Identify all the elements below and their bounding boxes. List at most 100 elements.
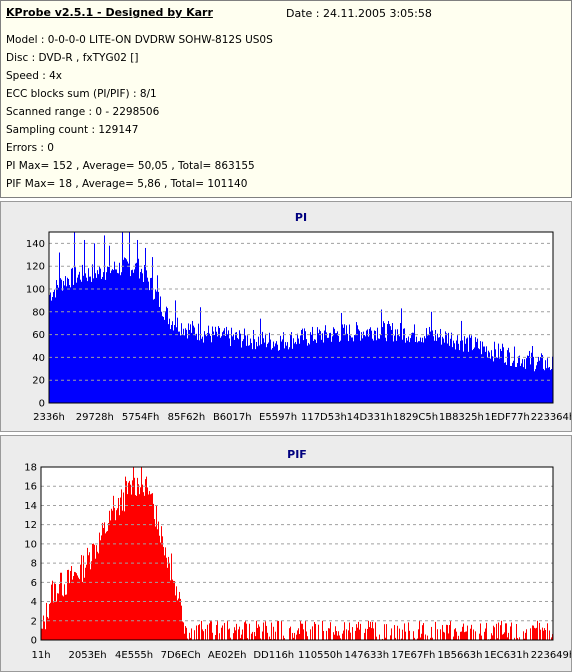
pi-bar — [117, 272, 118, 403]
pif-bar — [112, 510, 113, 640]
pif-bar — [384, 624, 385, 640]
pi-bar — [348, 341, 349, 403]
pi-plot-border — [48, 231, 554, 404]
pi-bar — [71, 268, 72, 403]
pi-bar — [347, 333, 348, 403]
pi-bar — [530, 364, 531, 403]
pif-bar — [130, 484, 131, 640]
pif-summary-line: PIF Max= 18 , Average= 5,86 , Total= 101… — [6, 178, 248, 190]
pif-bar — [275, 631, 276, 640]
pif-bar — [216, 624, 217, 640]
pif-x-tick-label: 110550h — [298, 650, 343, 661]
pif-bar — [68, 569, 69, 640]
pif-bar — [129, 480, 130, 640]
pif-bar — [467, 625, 468, 640]
pif-bar — [211, 621, 212, 640]
pi-bar — [150, 278, 151, 403]
pif-bar — [221, 627, 222, 640]
pi-bar — [110, 273, 111, 403]
pi-bar — [270, 339, 271, 403]
pi-bar — [259, 345, 260, 403]
pif-bar — [437, 629, 438, 640]
pi-bar — [263, 338, 264, 403]
pi-bar — [246, 345, 247, 403]
pi-bar — [339, 341, 340, 403]
pif-bar — [155, 526, 156, 640]
pif-bar — [404, 623, 405, 640]
pif-bar — [382, 638, 383, 640]
pi-bar — [349, 324, 350, 403]
pif-bar — [207, 624, 208, 640]
pi-bar — [128, 263, 129, 403]
pi-bar — [542, 355, 543, 403]
pif-bar — [104, 522, 105, 640]
pi-bar — [502, 343, 503, 403]
pi-bar — [452, 347, 453, 403]
pi-bar — [357, 325, 358, 403]
pi-bar — [238, 339, 239, 403]
pi-bar — [480, 341, 481, 403]
pi-bar — [365, 336, 366, 403]
pi-bar — [355, 335, 356, 403]
pif-bar — [532, 625, 533, 640]
pif-bar — [194, 630, 195, 640]
pif-bars — [41, 467, 553, 640]
pi-bar — [441, 344, 442, 403]
pif-bar — [267, 632, 268, 640]
pi-bar — [485, 351, 486, 403]
pi-bar — [84, 239, 85, 403]
pi-bar — [187, 338, 188, 403]
pi-bar — [102, 276, 103, 403]
pif-bar — [88, 555, 89, 640]
pif-bar — [242, 629, 243, 640]
pi-bar — [181, 323, 182, 403]
pi-bar — [252, 349, 253, 403]
pif-bar — [47, 616, 48, 640]
pi-bar — [361, 332, 362, 403]
pi-bar — [448, 332, 449, 403]
pif-bar — [401, 638, 402, 640]
pi-bar — [543, 368, 544, 403]
pif-bar — [151, 493, 152, 640]
pi-bar — [494, 341, 495, 403]
pi-bar — [521, 363, 522, 403]
pif-bar — [260, 638, 261, 640]
pi-bars — [49, 232, 553, 403]
pi-bar — [288, 349, 289, 403]
pi-bar — [550, 370, 551, 403]
pi-bar — [438, 337, 439, 403]
pif-bar — [461, 631, 462, 640]
pi-bar — [527, 355, 528, 403]
pif-bar — [176, 586, 177, 640]
pi-bar — [304, 328, 305, 403]
pi-bar — [190, 324, 191, 403]
pi-x-tick-label: 14D331h — [347, 412, 393, 423]
pi-bar — [121, 272, 122, 403]
pi-bar — [240, 333, 241, 403]
pi-bar — [156, 291, 157, 403]
pif-bar — [72, 579, 73, 640]
pi-bar — [189, 329, 190, 403]
pi-bar — [381, 309, 382, 403]
pif-bar — [530, 628, 531, 640]
pif-bar — [405, 631, 406, 640]
pi-bar — [433, 336, 434, 403]
pi-bar — [430, 331, 431, 403]
pi-bar — [302, 328, 303, 403]
pi-bar — [518, 356, 519, 403]
pif-bar — [333, 632, 334, 640]
pif-bar — [114, 507, 115, 640]
pif-bar — [59, 584, 60, 640]
pi-bar — [185, 328, 186, 403]
pi-bar — [445, 331, 446, 403]
pi-bar — [537, 361, 538, 403]
pi-bar — [286, 345, 287, 403]
pif-bar — [99, 532, 100, 640]
pif-bar — [80, 564, 81, 640]
pi-y-tick-label: 20 — [32, 376, 45, 387]
pif-bar — [174, 580, 175, 640]
pi-bar — [207, 332, 208, 403]
pi-bar — [509, 352, 510, 403]
pif-bar — [447, 625, 448, 640]
pif-bar — [159, 535, 160, 640]
